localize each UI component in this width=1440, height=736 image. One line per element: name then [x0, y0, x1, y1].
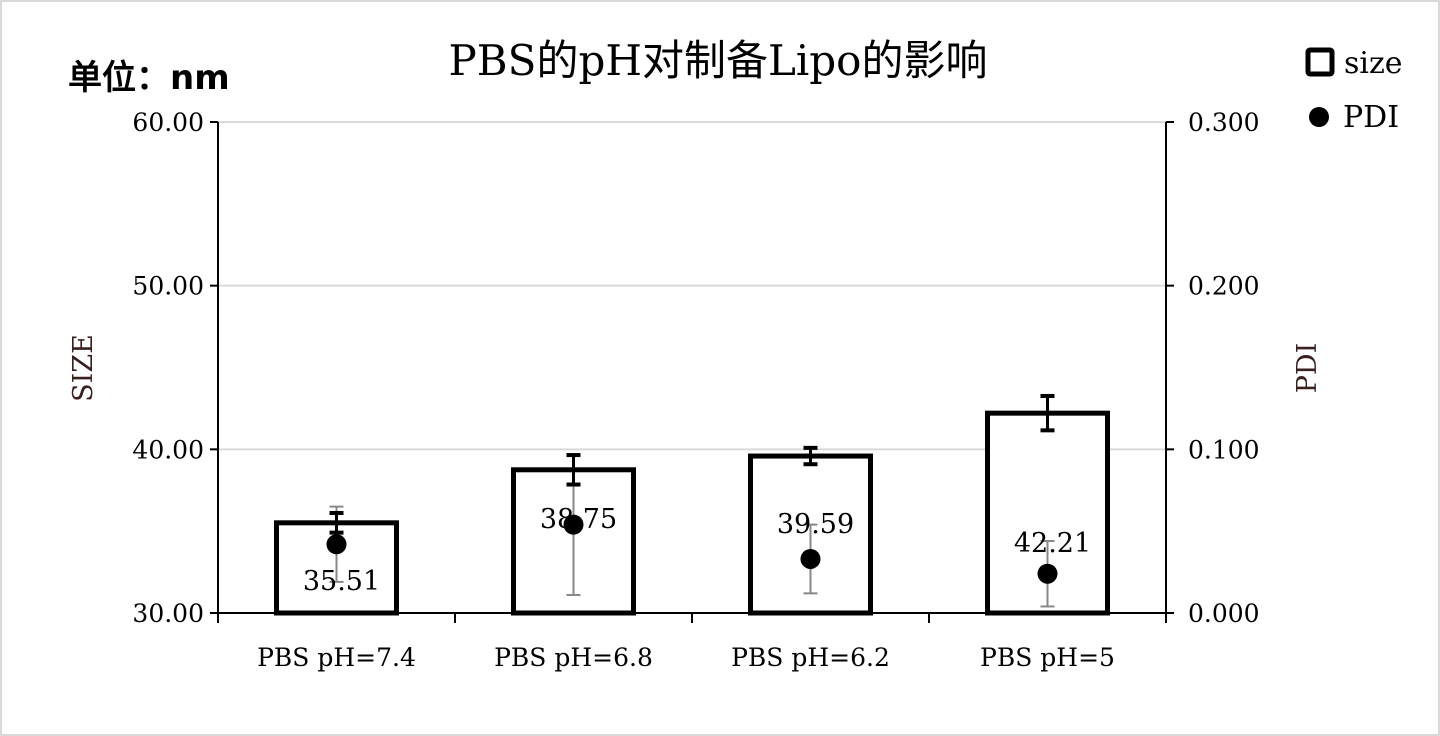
y2-axis-label: PDI — [1292, 343, 1323, 393]
chart-title: PBS的pH对制备Lipo的影响 — [449, 36, 988, 85]
y-axis-label: SIZE — [68, 334, 99, 402]
data-label: 35.51 — [303, 566, 380, 597]
data-label: 42.21 — [1014, 528, 1091, 559]
x-tick-label: PBS pH=6.2 — [731, 643, 890, 672]
unit-label: 单位：nm — [68, 58, 230, 98]
y-tick-label: 60.00 — [132, 108, 204, 137]
pdi-point — [1037, 563, 1058, 584]
y2-tick-label: 0.000 — [1188, 599, 1260, 628]
pdi-point — [563, 514, 584, 535]
legend-pdi-swatch — [1309, 107, 1329, 127]
pdi-point — [326, 534, 347, 555]
legend-pdi-label: PDI — [1343, 100, 1399, 135]
x-tick-label: PBS pH=5 — [980, 643, 1115, 672]
y2-tick-label: 0.100 — [1188, 435, 1260, 464]
pdi-point — [800, 548, 821, 569]
legend-size-label: size — [1344, 46, 1403, 81]
x-tick-label: PBS pH=6.8 — [494, 643, 653, 672]
y-tick-label: 50.00 — [132, 272, 204, 301]
y-tick-label: 30.00 — [132, 599, 204, 628]
x-tick-label: PBS pH=7.4 — [257, 643, 416, 672]
data-label: 39.59 — [777, 509, 854, 540]
y2-tick-label: 0.200 — [1188, 272, 1260, 301]
legend-size-swatch — [1305, 47, 1335, 77]
y-tick-label: 40.00 — [132, 435, 204, 464]
y2-tick-label: 0.300 — [1188, 108, 1260, 137]
